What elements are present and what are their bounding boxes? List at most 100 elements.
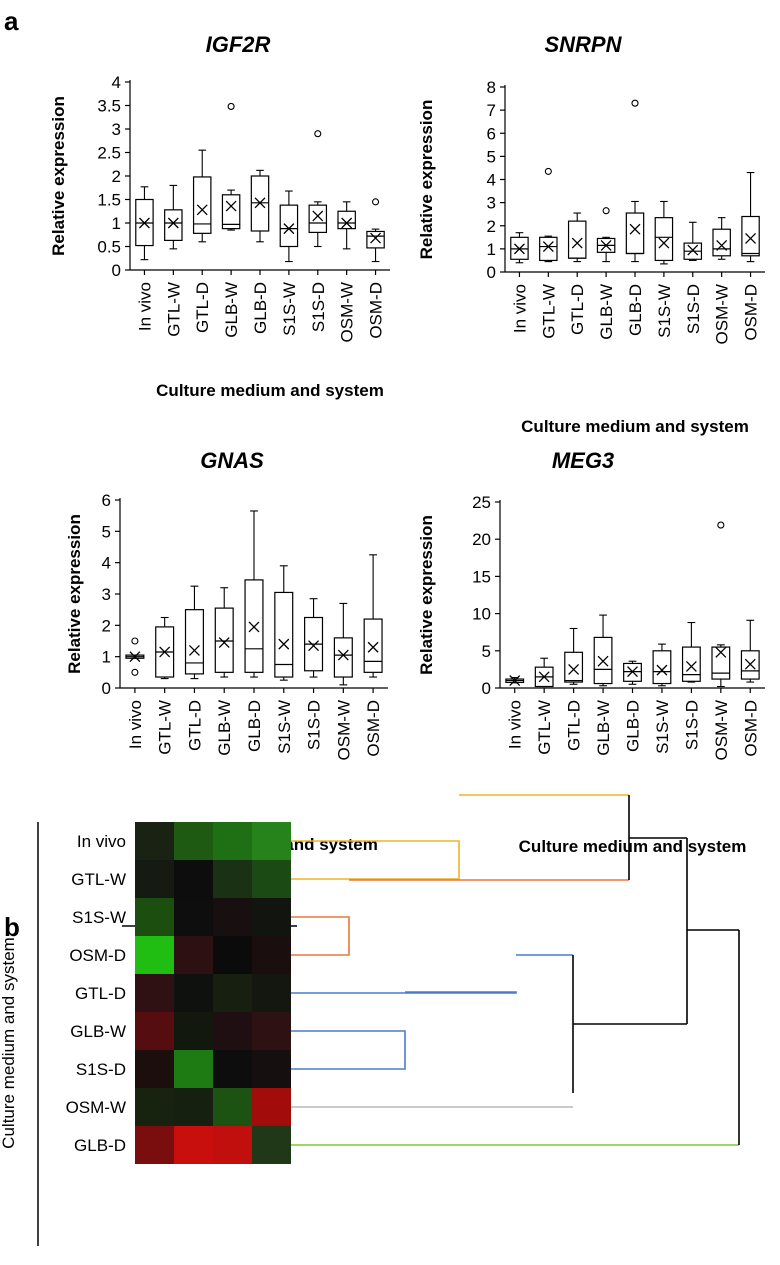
mean-marker xyxy=(745,233,757,244)
box-iqr xyxy=(539,236,558,262)
box-1 xyxy=(164,184,183,250)
x-tick-label: GTL-W xyxy=(164,282,183,337)
heatmap-cell xyxy=(135,822,174,860)
mean-marker xyxy=(196,204,208,216)
heatmap-cell xyxy=(252,1126,291,1164)
mean-marker xyxy=(685,660,697,672)
boxplot-grid: IGF2R 0 0.5 1 1.5 2 2.5 3 3.5 4 Relative expressio… xyxy=(49,32,765,856)
outlier-point xyxy=(131,668,139,676)
x-tick-label: GLB-W xyxy=(594,700,613,756)
mean-marker xyxy=(687,244,699,256)
heatmap-cell xyxy=(135,1050,174,1088)
box-iqr xyxy=(214,607,234,673)
box-iqr xyxy=(337,210,356,230)
heatmap-cell xyxy=(213,860,252,898)
chart-title: SNRPN xyxy=(544,32,622,57)
heatmap-cell xyxy=(135,1126,174,1164)
x-axis-label: Culture medium and system xyxy=(521,417,749,436)
box-3 xyxy=(221,102,241,231)
box-4 xyxy=(623,660,642,685)
x-tick-label: S1S-D xyxy=(682,700,701,750)
mean-marker xyxy=(715,646,727,658)
x-tick-label: GLB-D xyxy=(251,282,270,334)
heatmap-cell xyxy=(213,1050,252,1088)
heatmap-cell xyxy=(135,974,174,1012)
box-0 xyxy=(505,675,525,687)
panel-label-b: b xyxy=(4,912,20,942)
mean-marker xyxy=(138,217,150,229)
mean-marker xyxy=(509,675,521,687)
mean-marker xyxy=(337,649,349,661)
box-2 xyxy=(184,585,204,680)
x-tick-label: OSM-D xyxy=(742,284,761,341)
y-tick-label: 6 xyxy=(102,491,111,510)
x-tick-label: GTL-W xyxy=(539,284,558,339)
y-tick-label: 0 xyxy=(482,679,491,698)
heatmap-cell xyxy=(135,860,174,898)
x-tick-label: OSM-W xyxy=(334,700,353,760)
box-iqr xyxy=(652,650,672,685)
x-tick-label: S1S-D xyxy=(309,282,328,332)
heatmap-cell xyxy=(213,1126,252,1164)
mean-marker xyxy=(188,644,200,656)
box-8 xyxy=(740,619,760,683)
box-iqr xyxy=(654,217,674,262)
heatmap-cell xyxy=(213,936,252,974)
heatmap-panel: GenesIGF2RSNRPNGNASMEG3In vivoGTL-WS1S-W… xyxy=(0,794,740,1246)
y-tick-label: 0 xyxy=(102,679,111,698)
boxplot-snrpn: SNRPN 0 1 2 3 4 5 6 7 8 Relative expression In vivo… xyxy=(417,32,765,436)
mean-marker xyxy=(568,663,580,675)
heatmap-cell xyxy=(174,1126,213,1164)
heatmap-cell xyxy=(174,936,213,974)
x-tick-label: GLB-W xyxy=(215,700,234,756)
panel-label-a: a xyxy=(4,6,19,36)
x-tick-label: OSM-D xyxy=(364,700,383,757)
outlier-point xyxy=(544,167,552,175)
box-3 xyxy=(596,207,616,263)
x-tick-label: S1S-D xyxy=(684,284,703,334)
x-tick-label: S1S-W xyxy=(653,700,672,754)
heatmap-row-label: GLB-W xyxy=(70,1022,126,1041)
y-tick-label: 3 xyxy=(112,120,121,139)
box-iqr xyxy=(363,618,383,673)
mean-marker xyxy=(167,217,179,229)
chart-title: IGF2R xyxy=(206,32,271,57)
mean-marker xyxy=(370,232,382,244)
y-tick-label: 4 xyxy=(487,171,496,190)
x-tick-label: In vivo xyxy=(506,700,525,749)
box-6 xyxy=(308,130,328,248)
y-axis-label: Relative expression xyxy=(417,515,436,675)
heatmap-cell xyxy=(174,1012,213,1050)
x-tick-label: GLB-D xyxy=(626,284,645,336)
box-5 xyxy=(274,565,294,681)
x-tick-label: OSM-W xyxy=(338,282,357,342)
mean-marker xyxy=(254,197,266,209)
mean-marker xyxy=(225,200,237,212)
outlier-point xyxy=(717,521,725,529)
x-tick-label: In vivo xyxy=(510,284,529,333)
y-tick-label: 7 xyxy=(487,101,496,120)
y-tick-label: 8 xyxy=(487,78,496,97)
box-2 xyxy=(567,212,587,263)
heatmap-cell xyxy=(252,898,291,936)
heatmap-cell xyxy=(213,1088,252,1126)
y-tick-label: 3.5 xyxy=(97,97,121,116)
x-tick-label: OSM-W xyxy=(713,284,732,344)
mean-marker xyxy=(716,239,728,251)
box-iqr xyxy=(625,212,645,255)
heatmap-cell xyxy=(213,898,252,936)
chart-title: MEG3 xyxy=(552,448,614,473)
box-6 xyxy=(681,621,701,683)
mean-marker xyxy=(597,655,609,667)
box-iqr xyxy=(221,194,241,230)
outlier-point xyxy=(631,99,639,107)
heatmap-row-label: In vivo xyxy=(77,832,126,851)
x-tick-label: GLB-W xyxy=(597,284,616,340)
box-4 xyxy=(625,99,645,263)
heatmap-cell xyxy=(174,1088,213,1126)
heatmap-row-label: GTL-D xyxy=(75,984,126,1003)
box-iqr xyxy=(333,637,353,678)
box-7 xyxy=(337,201,356,250)
mean-marker xyxy=(542,241,554,253)
